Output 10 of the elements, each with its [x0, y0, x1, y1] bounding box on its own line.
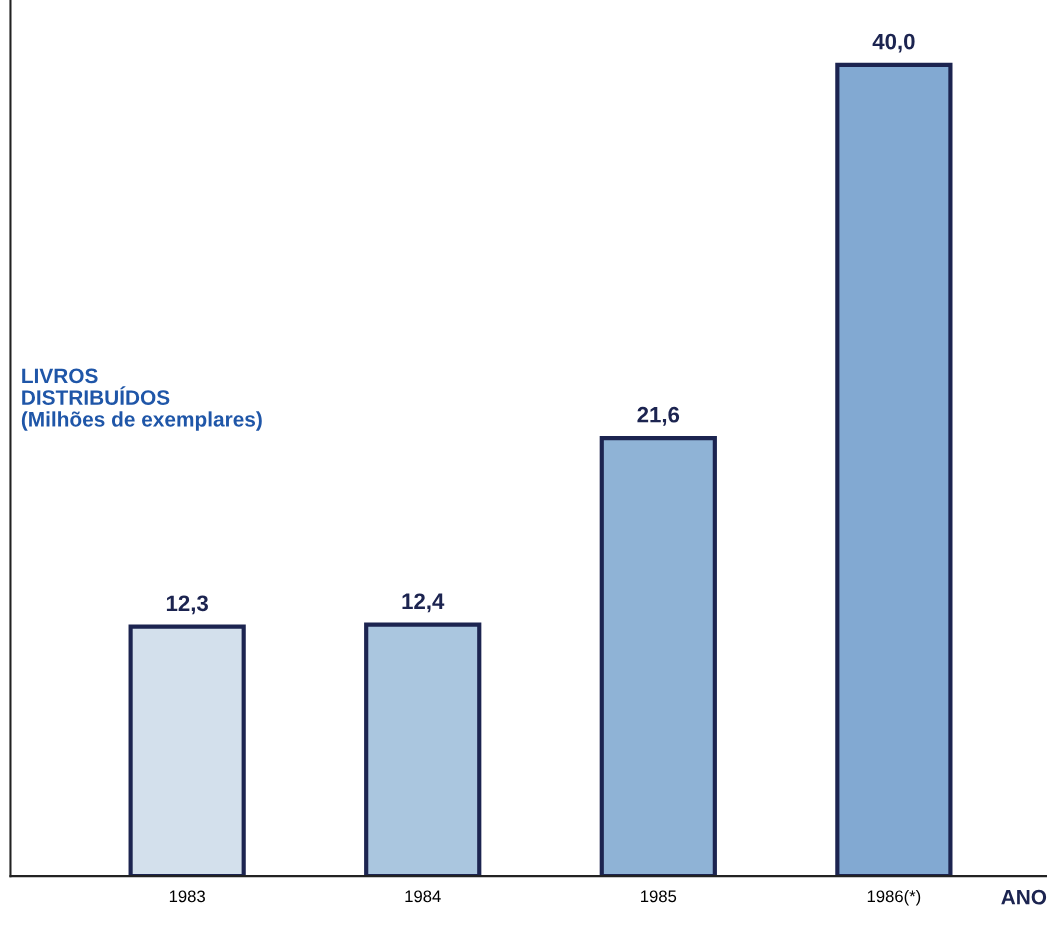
data-label: 21,6	[637, 406, 680, 426]
x-tick-label: 1985	[641, 890, 677, 903]
y-axis-title: LIVROS DISTRIBUÍDOS (Milhões de exemplares)	[21, 368, 262, 431]
x-tick-label: 1984	[405, 890, 441, 903]
x-axis-title: ANO	[1001, 889, 1047, 905]
x-tick-label: 1986(*)	[867, 889, 921, 906]
data-label: 12,4	[402, 593, 445, 613]
x-tick-label: 1983	[169, 890, 205, 903]
data-label: 12,3	[166, 595, 208, 615]
data-label: 40,0	[872, 33, 915, 53]
